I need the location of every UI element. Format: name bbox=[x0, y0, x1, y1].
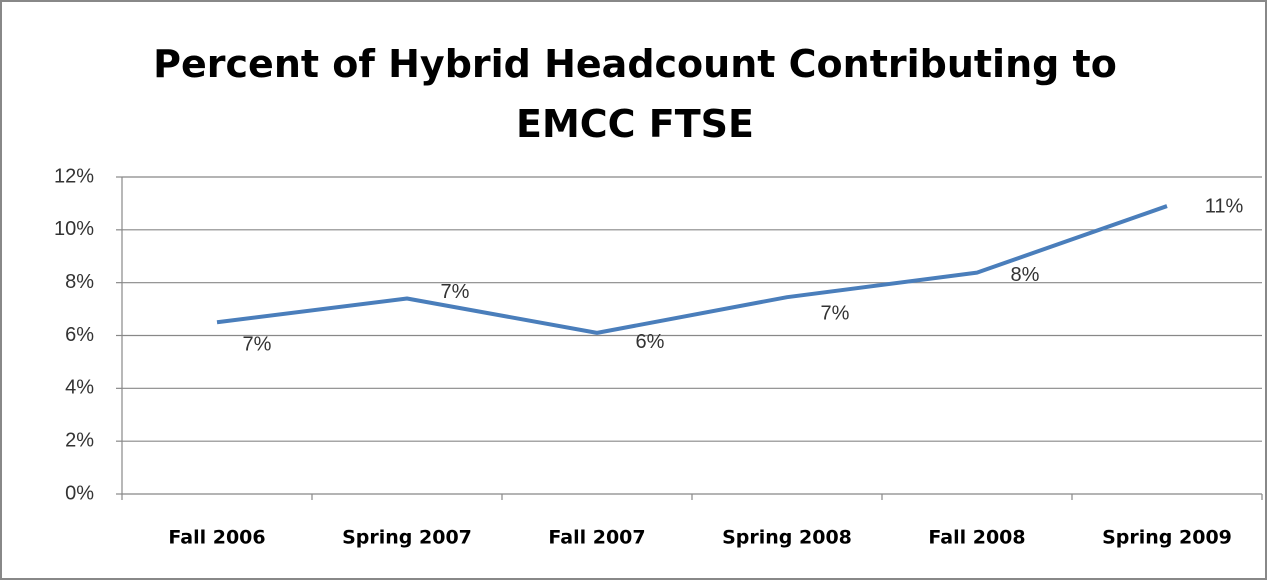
y-tick-label: 4% bbox=[65, 377, 94, 399]
data-label: 11% bbox=[1205, 195, 1244, 217]
data-label: 6% bbox=[636, 331, 665, 353]
data-label: 7% bbox=[441, 281, 470, 303]
x-tick-label: Fall 2006 bbox=[168, 527, 265, 549]
data-label: 7% bbox=[821, 302, 850, 324]
data-label: 8% bbox=[1011, 264, 1040, 286]
y-tick-label: 12% bbox=[54, 165, 94, 187]
y-tick-label: 0% bbox=[65, 482, 94, 504]
data-label: 7% bbox=[243, 334, 272, 356]
y-tick-label: 10% bbox=[54, 218, 94, 240]
y-tick-label: 2% bbox=[65, 429, 94, 451]
x-tick-label: Spring 2007 bbox=[342, 527, 472, 549]
chart-title: Percent of Hybrid Headcount Contributing… bbox=[153, 42, 1117, 146]
data-line bbox=[216, 204, 1168, 335]
x-tick-label: Fall 2008 bbox=[928, 527, 1025, 549]
y-tick-label: 8% bbox=[65, 271, 94, 293]
x-tick-label: Spring 2009 bbox=[1102, 527, 1232, 549]
x-tick-label: Spring 2008 bbox=[722, 527, 852, 549]
x-tick-label: Fall 2007 bbox=[548, 527, 645, 549]
y-tick-label: 6% bbox=[65, 324, 94, 346]
